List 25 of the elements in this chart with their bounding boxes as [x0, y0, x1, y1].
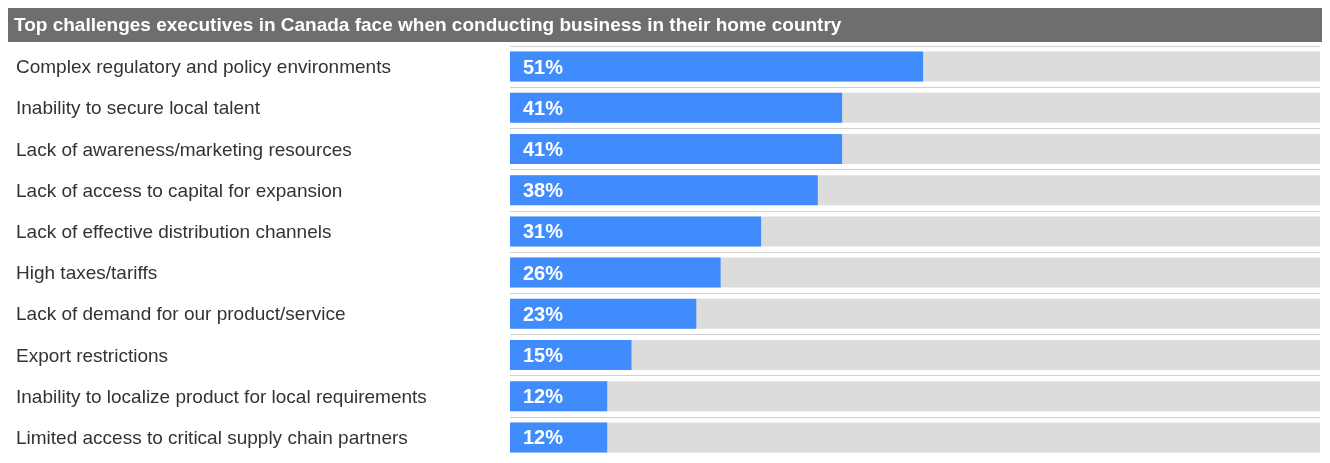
- bar: [510, 216, 762, 247]
- data-label: 15%: [523, 344, 564, 366]
- y-tick-label: Inability to secure local talent: [16, 97, 261, 119]
- y-tick-label: Lack of access to capital for expansion: [16, 179, 343, 201]
- bar: [510, 298, 697, 329]
- bar: [510, 257, 721, 288]
- data-label: 12%: [523, 385, 564, 408]
- y-tick-label: Lack of awareness/marketing resources: [16, 138, 352, 160]
- data-label: 51%: [523, 55, 564, 78]
- y-tick-label: Limited access to critical supply chain partners: [16, 426, 408, 448]
- data-label: 38%: [523, 179, 564, 202]
- data-label: 41%: [523, 138, 564, 160]
- bar: [510, 340, 632, 370]
- data-label: 23%: [523, 302, 564, 325]
- data-label: 31%: [523, 220, 564, 243]
- y-tick-label: Lack of effective distribution channels: [16, 220, 332, 242]
- data-label: 41%: [523, 96, 564, 119]
- data-label: 26%: [523, 261, 564, 284]
- data-label: 12%: [523, 426, 564, 449]
- y-tick-label: Complex regulatory and policy environments: [16, 56, 391, 78]
- y-tick-label: Export restrictions: [16, 344, 169, 366]
- chart-title: Top challenges executives in Canada face when conducting business in their home country: [8, 8, 1322, 42]
- y-tick-label: Inability to localize product for local requirements: [16, 385, 427, 407]
- y-tick-label: High taxes/tariffs: [16, 262, 158, 284]
- y-tick-label: Lack of demand for our product/service: [16, 303, 346, 325]
